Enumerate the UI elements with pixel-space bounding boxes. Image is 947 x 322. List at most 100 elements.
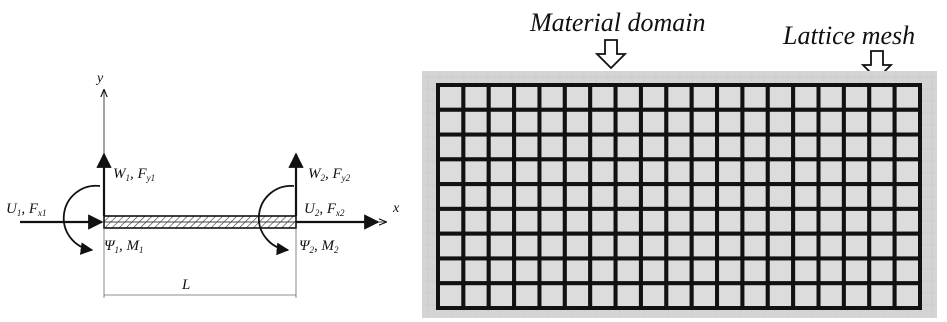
lattice-cell (892, 206, 923, 236)
lattice-cell (715, 83, 745, 112)
lattice-cell (461, 281, 491, 311)
lattice-cell (740, 206, 770, 236)
lattice-cell (512, 182, 542, 211)
lattice-cell (791, 256, 821, 286)
lattice-cell (537, 157, 567, 187)
lattice-cell (816, 206, 846, 236)
lattice-cell (461, 256, 491, 286)
lattice-cell (461, 206, 491, 236)
lattice-cell (892, 256, 923, 286)
node1-rotation-arc (62, 184, 101, 255)
lattice-cell (765, 182, 796, 211)
lattice-cell (867, 206, 897, 236)
lattice-cell (436, 107, 466, 137)
lattice-cell (562, 107, 593, 137)
beam-body (103, 215, 297, 229)
lattice-cell (638, 281, 669, 311)
lattice-cell (664, 231, 694, 261)
node1-w-label: W1, Fy1 (113, 166, 155, 183)
lattice-cell (512, 132, 542, 162)
lattice-cell (512, 256, 542, 286)
lattice-cell (638, 83, 669, 112)
lattice-cell (461, 107, 491, 137)
lattice-cell (765, 107, 796, 137)
lattice-cell (537, 256, 567, 286)
lattice-cell (740, 231, 770, 261)
x-axis-label: x (392, 201, 400, 216)
lattice-cell (486, 256, 517, 286)
lattice-cell (867, 256, 897, 286)
lattice-cell (461, 157, 491, 187)
lattice-cell (613, 157, 643, 187)
lattice-cell (689, 182, 720, 211)
lattice-cell (613, 132, 643, 162)
lattice-cell (715, 231, 745, 261)
lattice-cell (613, 206, 643, 236)
lattice-cell (486, 107, 517, 137)
node1-psi-label: Ψ1, M1 (104, 238, 144, 255)
lattice-cell (436, 157, 466, 187)
lattice-cell (689, 231, 720, 261)
lattice-cell (436, 256, 466, 286)
lattice-cell (664, 182, 694, 211)
lattice-cell (664, 157, 694, 187)
lattice-cell (613, 231, 643, 261)
lattice-cell (791, 83, 821, 112)
lattice-cell (588, 132, 618, 162)
length-label: L (181, 277, 190, 293)
lattice-cell (613, 83, 643, 112)
material-domain-pointer-arrow (594, 39, 628, 70)
lattice-cell (486, 231, 517, 261)
lattice-cell (588, 157, 618, 187)
lattice-cell (867, 83, 897, 112)
lattice-cell (791, 107, 821, 137)
lattice-cell (740, 107, 770, 137)
lattice-cell (765, 83, 796, 112)
lattice-cell (436, 231, 466, 261)
lattice-cell (791, 157, 821, 187)
lattice-diagram: Material domain Lattice mesh (422, 8, 937, 318)
lattice-cell (765, 231, 796, 261)
lattice-cell (867, 281, 897, 311)
lattice-cell (765, 132, 796, 162)
lattice-cell (816, 107, 846, 137)
lattice-cell (841, 182, 872, 211)
lattice-cell (664, 256, 694, 286)
lattice-cell (537, 132, 567, 162)
lattice-cell (689, 281, 720, 311)
lattice-cell (638, 256, 669, 286)
lattice-cell (740, 281, 770, 311)
lattice-cell (715, 206, 745, 236)
lattice-cell (588, 256, 618, 286)
lattice-cell (664, 107, 694, 137)
lattice-cell (638, 132, 669, 162)
material-domain-label: Material domain (529, 8, 706, 37)
lattice-cell (740, 182, 770, 211)
lattice-cell (867, 157, 897, 187)
lattice-cell (664, 132, 694, 162)
lattice-cell (588, 281, 618, 311)
lattice-cell (588, 107, 618, 137)
lattice-cell (892, 182, 923, 211)
lattice-cell (867, 107, 897, 137)
lattice-cell (461, 83, 491, 112)
lattice-cell (816, 157, 846, 187)
lattice-cell (841, 157, 872, 187)
lattice-cell (638, 107, 669, 137)
lattice-cell (715, 157, 745, 187)
lattice-mesh (425, 74, 934, 315)
node2-w-label: W2, Fy2 (308, 166, 351, 183)
lattice-cell (436, 281, 466, 311)
lattice-cell (588, 206, 618, 236)
lattice-cell (816, 132, 846, 162)
lattice-cell (486, 182, 517, 211)
lattice-cell (740, 83, 770, 112)
lattice-cell (816, 182, 846, 211)
lattice-cell (841, 83, 872, 112)
node2-psi-label: Ψ2, M2 (299, 238, 339, 255)
lattice-cell (588, 231, 618, 261)
lattice-cell (562, 132, 593, 162)
lattice-cell (562, 206, 593, 236)
lattice-mesh-label: Lattice mesh (782, 21, 915, 50)
